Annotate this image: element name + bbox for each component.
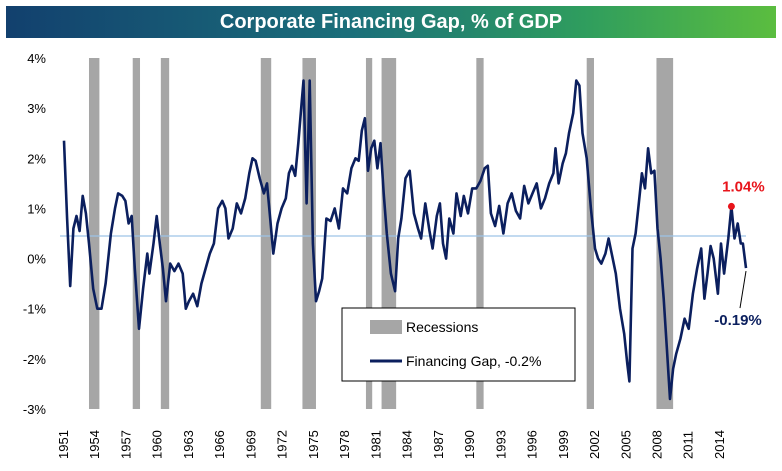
x-tick-label: 1981: [368, 430, 383, 459]
legend-label-financing-gap: Financing Gap, -0.2%: [406, 353, 541, 369]
y-tick-label: 0%: [27, 252, 46, 267]
chart-title: Corporate Financing Gap, % of GDP: [219, 10, 563, 33]
annotations: 1.04% -0.19%: [714, 178, 764, 329]
recession-band-1: [88, 58, 100, 409]
legend-label-recessions: Recessions: [406, 319, 478, 335]
recession-band-9: [586, 58, 594, 409]
recession-band-3: [160, 58, 170, 409]
y-tick-label: -2%: [23, 352, 47, 367]
annotation-peak-value: 1.04%: [722, 178, 765, 195]
y-tick-label: 3%: [27, 101, 46, 116]
y-axis-ticks: 4% 3% 2% 1% 0% -1% -2% -3%: [23, 51, 47, 417]
x-tick-label: 1957: [118, 430, 133, 459]
x-tick-label: 1963: [181, 430, 196, 459]
x-axis-ticks: 1951 1954 1957 1960 1963 1966 1969 1972 1975 1978…: [56, 430, 727, 459]
x-tick-label: 1993: [493, 430, 508, 459]
legend: Recessions Financing Gap, -0.2%: [341, 307, 576, 382]
x-tick-label: 1996: [525, 430, 540, 459]
highlight-point: [727, 202, 735, 210]
recession-band-10: [656, 58, 674, 409]
annotation-latest-value: -0.19%: [714, 312, 762, 329]
y-tick-label: 2%: [27, 151, 46, 166]
x-tick-label: 1972: [275, 430, 290, 459]
annotation-leader-line: [739, 271, 747, 309]
x-tick-label: 1990: [462, 430, 477, 459]
x-tick-label: 2014: [712, 430, 727, 459]
x-tick-label: 2005: [618, 430, 633, 459]
x-tick-label: 1951: [56, 430, 71, 459]
x-tick-label: 1975: [306, 430, 321, 459]
x-tick-label: 2011: [681, 431, 696, 459]
legend-swatch-recessions: [370, 320, 402, 334]
financing-gap-line: [62, 79, 748, 401]
x-tick-label: 1960: [150, 430, 165, 459]
x-tick-label: 2002: [587, 430, 602, 459]
recession-band-4: [260, 58, 272, 409]
y-tick-label: -1%: [23, 302, 47, 317]
recession-bands: [88, 58, 674, 409]
y-tick-label: 1%: [27, 201, 46, 216]
x-tick-label: 1984: [400, 430, 415, 459]
recession-band-2: [132, 58, 141, 409]
x-tick-label: 1987: [431, 430, 446, 459]
y-tick-label: 4%: [27, 51, 46, 66]
x-tick-label: 1966: [212, 430, 227, 459]
x-tick-label: 1969: [243, 430, 258, 459]
x-tick-label: 1954: [87, 430, 102, 459]
recession-band-8: [476, 58, 484, 409]
x-tick-label: 2008: [649, 430, 664, 459]
x-tick-label: 1978: [337, 430, 352, 459]
chart-title-banner: Corporate Financing Gap, % of GDP: [6, 6, 776, 38]
y-tick-label: -3%: [23, 402, 47, 417]
x-tick-label: 1999: [556, 430, 571, 459]
recession-band-6: [365, 58, 373, 409]
